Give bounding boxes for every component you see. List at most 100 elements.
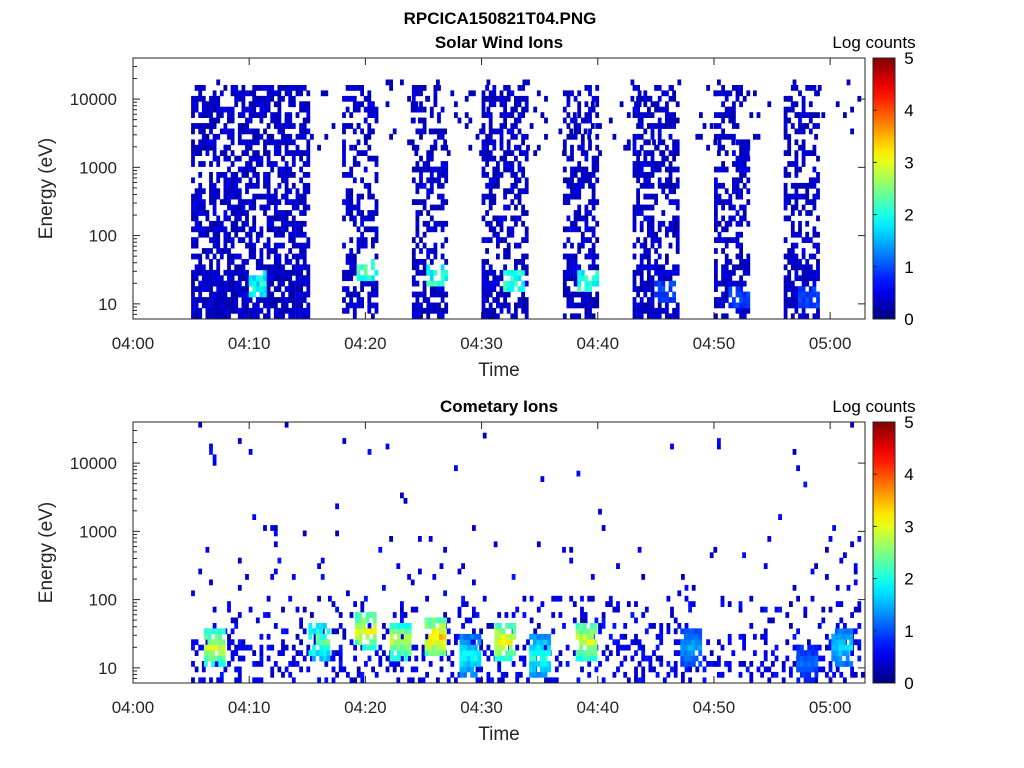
heatmap-cell xyxy=(562,166,567,173)
heatmap-cell xyxy=(230,628,235,635)
heatmap-cell xyxy=(485,133,489,140)
heatmap-cell xyxy=(241,85,246,91)
heatmap-hot-cell xyxy=(389,623,394,629)
heatmap-cell xyxy=(850,612,854,618)
heatmap-cell xyxy=(814,677,818,684)
heatmap-cell xyxy=(302,253,307,260)
heatmap-cell xyxy=(643,90,648,97)
heatmap-cell xyxy=(801,193,806,200)
heatmap-hot-cell xyxy=(807,677,812,684)
heatmap-cell xyxy=(371,128,375,135)
heatmap-cell xyxy=(738,633,743,640)
heatmap-hot-cell xyxy=(435,639,440,646)
heatmap-cell xyxy=(482,595,487,602)
heatmap-cell xyxy=(237,313,242,320)
heatmap-cell xyxy=(345,199,350,205)
heatmap-cell xyxy=(787,106,792,113)
heatmap-cell xyxy=(411,85,416,91)
heatmap-cell xyxy=(444,144,449,151)
heatmap-cell xyxy=(566,297,571,303)
heatmap-hot-cell xyxy=(547,639,551,646)
heatmap-cell xyxy=(266,297,271,303)
heatmap-cell xyxy=(488,307,493,314)
heatmap-cell xyxy=(728,286,733,292)
heatmap-cell xyxy=(632,133,637,140)
heatmap-cell xyxy=(566,199,571,205)
heatmap-cell xyxy=(601,525,606,531)
heatmap-cell xyxy=(411,259,416,265)
heatmap-cell xyxy=(643,161,648,167)
heatmap-cell xyxy=(273,313,278,320)
heatmap-cell xyxy=(668,123,673,129)
heatmap-cell xyxy=(647,177,651,184)
heatmap-hot-cell xyxy=(221,655,226,662)
heatmap-cell xyxy=(612,639,617,646)
heatmap-cell xyxy=(763,606,768,613)
heatmap-cell xyxy=(728,275,733,282)
heatmap-cell xyxy=(414,666,419,673)
heatmap-cell xyxy=(562,150,566,156)
heatmap-cell xyxy=(273,248,278,254)
heatmap-cell xyxy=(277,666,282,673)
heatmap-cell xyxy=(623,671,628,678)
heatmap-cell xyxy=(227,128,231,135)
heatmap-cell xyxy=(400,617,404,624)
heatmap-cell xyxy=(661,155,666,162)
heatmap-cell xyxy=(672,313,676,320)
heatmap-hot-cell xyxy=(218,644,223,651)
heatmap-cell xyxy=(808,286,813,292)
heatmap-cell xyxy=(688,601,692,607)
heatmap-hot-cell xyxy=(389,633,394,640)
heatmap-hot-cell xyxy=(508,633,513,640)
heatmap-cell xyxy=(194,210,199,216)
heatmap-cell xyxy=(248,291,253,298)
heatmap-cell xyxy=(338,655,343,662)
heatmap-hot-cell xyxy=(691,650,695,656)
heatmap-cell xyxy=(426,220,431,227)
heatmap-cell xyxy=(650,297,655,303)
heatmap-cell xyxy=(591,204,596,211)
heatmap-cell xyxy=(584,226,589,233)
heatmap-cell xyxy=(595,161,600,167)
heatmap-cell xyxy=(281,628,285,635)
heatmap-cell xyxy=(461,595,465,602)
heatmap-cell xyxy=(356,106,361,113)
heatmap-cell xyxy=(374,204,379,211)
heatmap-cell xyxy=(798,220,802,227)
heatmap-hot-cell xyxy=(845,655,850,662)
heatmap-cell xyxy=(266,253,271,260)
heatmap-cell xyxy=(798,117,802,124)
heatmap-cell xyxy=(812,193,817,200)
heatmap-cell xyxy=(485,237,489,243)
heatmap-cell xyxy=(367,133,372,140)
heatmap-hot-cell xyxy=(354,612,359,618)
heatmap-cell xyxy=(205,231,210,238)
heatmap-cell xyxy=(230,172,235,178)
heatmap-cell xyxy=(475,612,480,618)
heatmap-cell xyxy=(739,90,743,97)
heatmap-cell xyxy=(794,101,799,108)
heatmap-cell xyxy=(201,95,206,102)
heatmap-hot-cell xyxy=(505,650,509,656)
heatmap-cell xyxy=(735,85,739,91)
heatmap-cell xyxy=(643,253,648,260)
heatmap-cell xyxy=(245,220,249,227)
heatmap-cell xyxy=(281,172,285,178)
heatmap-cell xyxy=(324,90,329,97)
heatmap-cell xyxy=(230,90,235,97)
heatmap-cell xyxy=(657,226,662,233)
heatmap-hot-cell xyxy=(315,639,320,646)
heatmap-hot-cell xyxy=(575,623,580,629)
heatmap-hot-cell xyxy=(397,628,401,635)
heatmap-cell xyxy=(475,133,480,140)
heatmap-cell xyxy=(284,177,289,184)
heatmap-cell xyxy=(237,210,242,216)
heatmap-cell xyxy=(503,269,507,276)
heatmap-cell xyxy=(661,307,666,314)
heatmap-cell xyxy=(241,220,246,227)
heatmap-cell xyxy=(601,612,606,618)
heatmap-cell xyxy=(591,275,596,282)
heatmap-cell xyxy=(429,182,434,189)
heatmap-cell xyxy=(714,112,718,118)
heatmap-cell xyxy=(745,150,750,156)
